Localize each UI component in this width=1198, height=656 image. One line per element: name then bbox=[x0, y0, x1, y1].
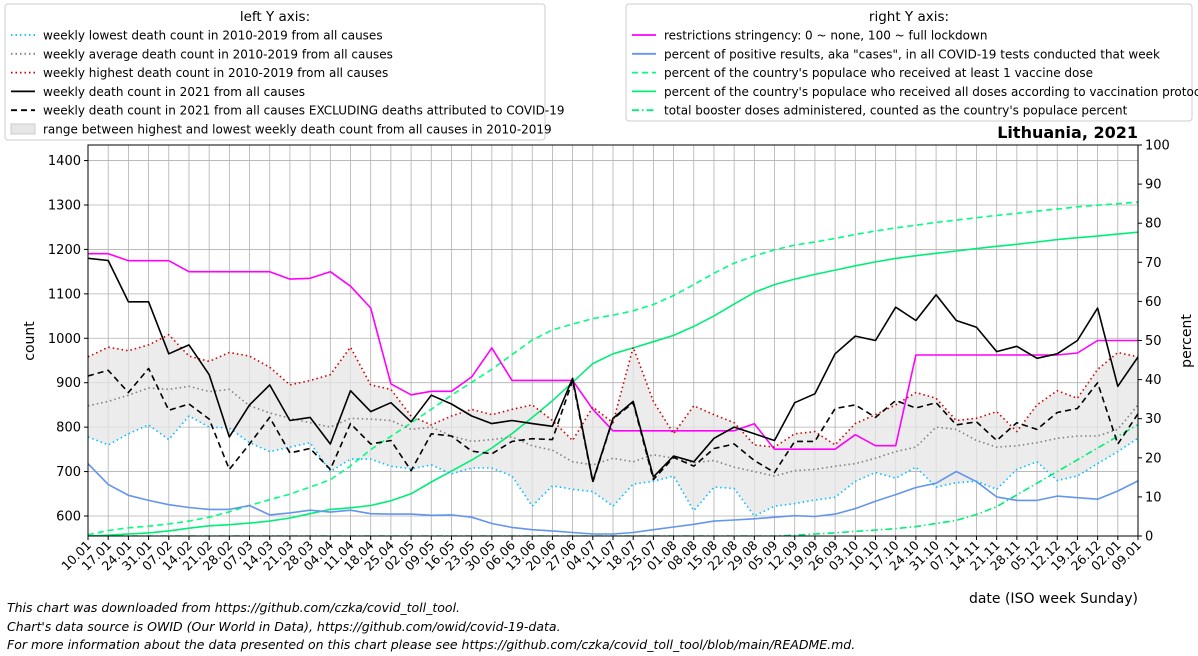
chart-title: Lithuania, 2021 bbox=[997, 123, 1138, 142]
footnote-more-info: For more information about the data pres… bbox=[7, 637, 856, 652]
legend-left-patch bbox=[10, 123, 36, 135]
legend-right-entry: restrictions stringency: 0 ~ none, 100 ~… bbox=[664, 29, 987, 43]
y-tick-label-right: 60 bbox=[1145, 295, 1162, 310]
y-tick-label-right: 0 bbox=[1145, 530, 1153, 545]
highest-deaths-line bbox=[88, 333, 1138, 448]
y-tick-label-right: 20 bbox=[1145, 451, 1162, 466]
y-tick-label-left: 1000 bbox=[48, 332, 81, 347]
y-axis-label-left: count bbox=[22, 321, 38, 361]
legend-left-entry: weekly death count in 2021 from all caus… bbox=[43, 85, 305, 99]
y-tick-label-right: 100 bbox=[1145, 139, 1170, 154]
footnote-data-source: Chart's data source is OWID (Our World i… bbox=[7, 619, 561, 634]
y-axis-label-right: percent bbox=[1179, 314, 1195, 368]
y-tick-label-left: 1100 bbox=[48, 287, 81, 302]
y-tick-label-left: 600 bbox=[56, 510, 81, 525]
y-tick-label-left: 700 bbox=[56, 465, 81, 480]
y-tick-label-right: 30 bbox=[1145, 412, 1162, 427]
legend-left-entry: weekly highest death count in 2010-2019 … bbox=[43, 66, 388, 80]
y-tick-label-right: 80 bbox=[1145, 217, 1162, 232]
legend-left-box bbox=[4, 3, 546, 141]
y-tick-label-right: 90 bbox=[1145, 178, 1162, 193]
average-deaths-line bbox=[88, 385, 1138, 477]
legend-left-title: left Y axis: bbox=[240, 9, 310, 25]
lowest-deaths-line bbox=[88, 415, 1138, 517]
y-tick-label-right: 70 bbox=[1145, 256, 1162, 271]
legends: left Y axis: weekly lowest death count in… bbox=[4, 3, 1198, 141]
vaccinated-full-line bbox=[88, 231, 1138, 536]
y-tick-label-left: 1300 bbox=[48, 198, 81, 213]
legend-right-entry: percent of the country's populace who re… bbox=[664, 85, 1198, 99]
footnote-download-source: This chart was downloaded from https://g… bbox=[7, 600, 461, 615]
y-tick-label-right: 50 bbox=[1145, 334, 1162, 349]
legend-right-box bbox=[625, 3, 1193, 122]
legend-left-entry: weekly lowest death count in 2010-2019 f… bbox=[43, 29, 383, 43]
y-tick-label-right: 10 bbox=[1145, 490, 1162, 505]
legend-right-entry: total booster doses administered, counte… bbox=[664, 104, 1128, 118]
series-lines bbox=[88, 201, 1138, 536]
positive-rate-line bbox=[88, 463, 1138, 535]
legend-right-entry: percent of positive results, aka "cases"… bbox=[664, 47, 1160, 61]
legend-left-entry: weekly average death count in 2010-2019 … bbox=[43, 47, 393, 61]
historical-range-band bbox=[88, 334, 1138, 516]
stringency-line bbox=[88, 252, 1138, 451]
legend-left-entry: range between highest and lowest weekly … bbox=[43, 123, 552, 137]
y-tick-label-left: 1200 bbox=[48, 243, 81, 258]
x-axis-label: date (ISO week Sunday) bbox=[969, 591, 1138, 607]
legend-left-entry: weekly death count in 2021 from all caus… bbox=[43, 104, 564, 118]
booster-line bbox=[88, 423, 1138, 536]
y-tick-label-left: 900 bbox=[56, 376, 81, 391]
vaccinated-one-dose-line bbox=[88, 201, 1138, 536]
legend-right-entry: percent of the country's populace who re… bbox=[664, 66, 1093, 80]
y-tick-label-right: 40 bbox=[1145, 373, 1162, 388]
deaths-2021-line bbox=[88, 257, 1138, 483]
y-tick-label-left: 1400 bbox=[48, 154, 81, 169]
y-tick-label-left: 800 bbox=[56, 421, 81, 436]
range-band bbox=[88, 334, 1138, 516]
legend-right-title: right Y axis: bbox=[869, 9, 949, 25]
